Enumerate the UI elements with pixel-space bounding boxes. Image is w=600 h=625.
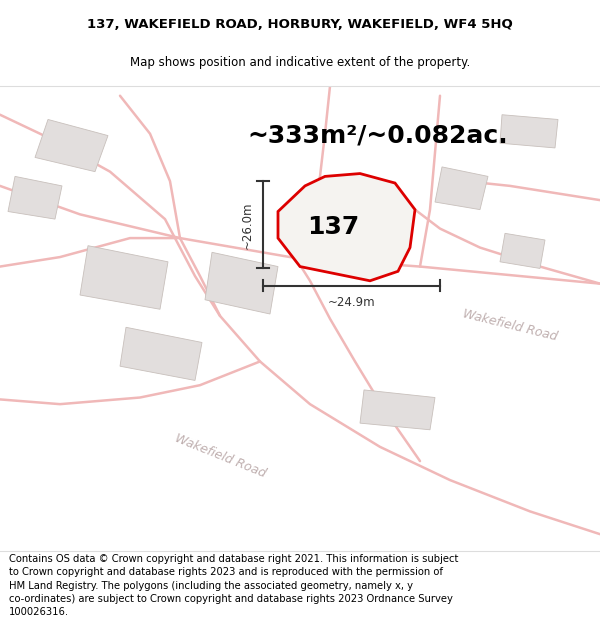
Text: Contains OS data © Crown copyright and database right 2021. This information is : Contains OS data © Crown copyright and d… (9, 554, 458, 617)
Text: ~26.0m: ~26.0m (241, 201, 254, 249)
Polygon shape (500, 233, 545, 269)
Text: ~333m²/~0.082ac.: ~333m²/~0.082ac. (248, 123, 508, 147)
Polygon shape (8, 176, 62, 219)
Text: 137: 137 (307, 215, 359, 239)
Polygon shape (120, 328, 202, 381)
Text: Wakefield Road: Wakefield Road (461, 308, 559, 344)
Polygon shape (80, 246, 168, 309)
Polygon shape (435, 167, 488, 209)
Text: ~24.9m: ~24.9m (328, 296, 376, 309)
Polygon shape (360, 390, 435, 430)
Text: Map shows position and indicative extent of the property.: Map shows position and indicative extent… (130, 56, 470, 69)
Polygon shape (278, 174, 415, 281)
Polygon shape (35, 119, 108, 172)
Polygon shape (500, 115, 558, 148)
Text: 137, WAKEFIELD ROAD, HORBURY, WAKEFIELD, WF4 5HQ: 137, WAKEFIELD ROAD, HORBURY, WAKEFIELD,… (87, 18, 513, 31)
Polygon shape (205, 253, 278, 314)
Text: Wakefield Road: Wakefield Road (173, 432, 268, 481)
